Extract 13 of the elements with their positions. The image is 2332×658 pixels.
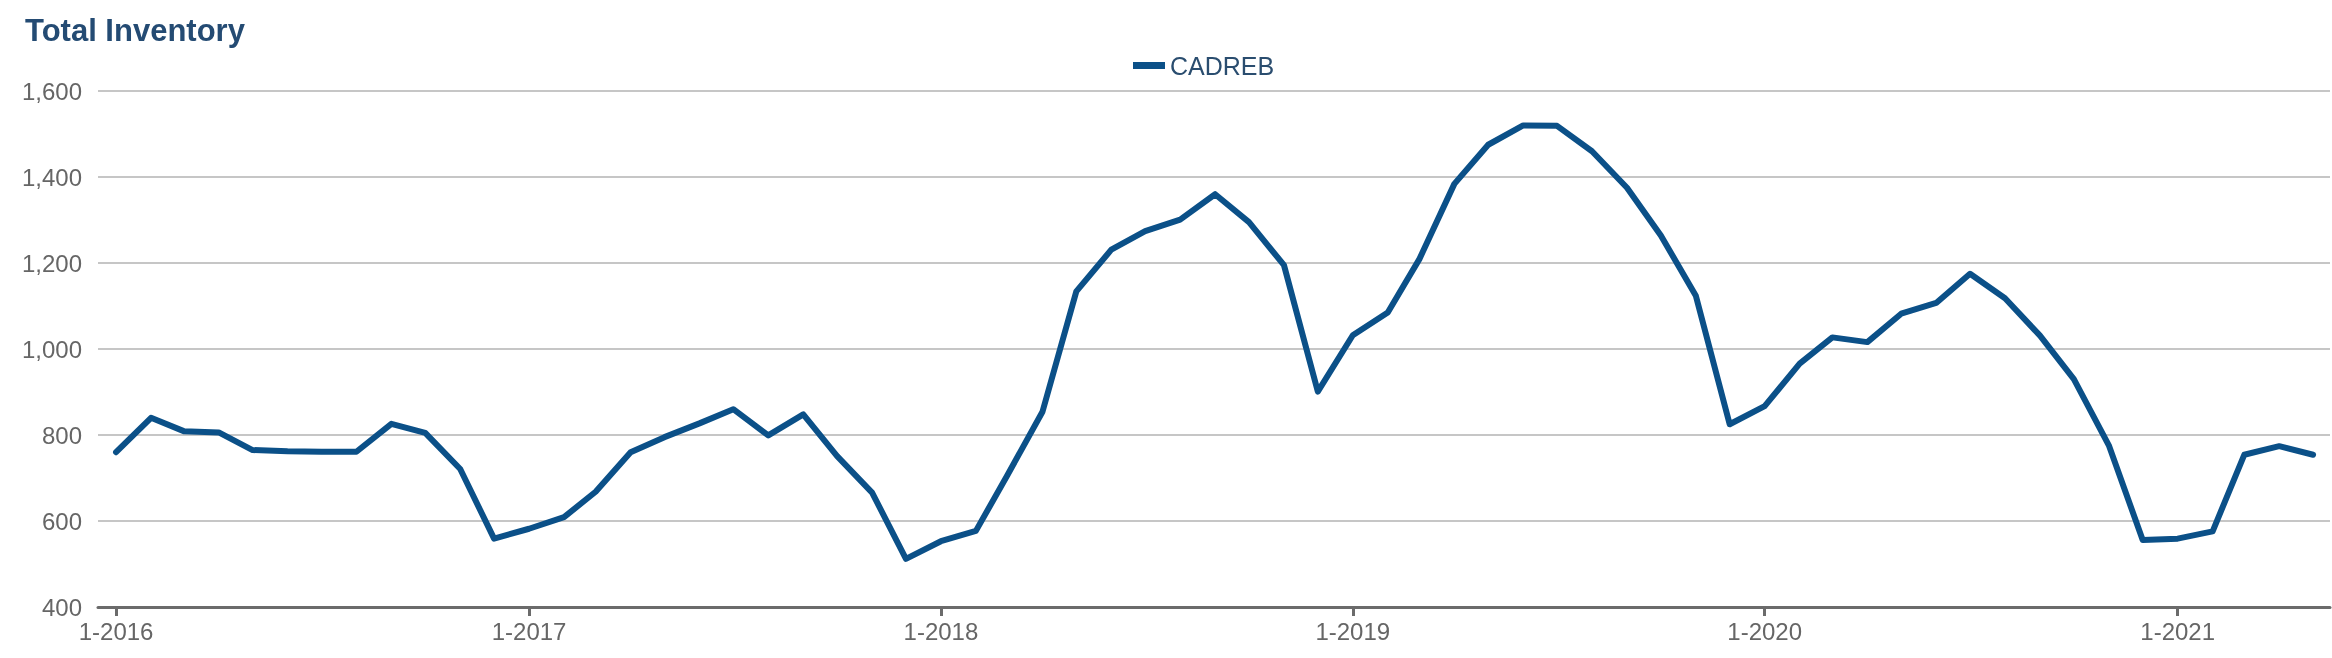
x-tick-label: 1-2021 bbox=[2140, 617, 2216, 645]
y-tick-label: 600 bbox=[41, 507, 82, 535]
x-tick-label: 1-2017 bbox=[491, 617, 567, 645]
legend-label: CADREB bbox=[1170, 51, 1275, 80]
y-tick-label: 1,200 bbox=[21, 249, 82, 277]
y-tick-label: 1,400 bbox=[21, 163, 82, 191]
x-tick-label: 1-2018 bbox=[903, 617, 979, 645]
y-tick-label: 800 bbox=[41, 421, 82, 449]
y-tick-label: 1,600 bbox=[21, 77, 82, 105]
x-tick-label: 1-2019 bbox=[1315, 617, 1391, 645]
y-tick-label: 1,000 bbox=[21, 335, 82, 363]
x-tick-label: 1-2020 bbox=[1727, 617, 1803, 645]
chart-title: Total Inventory bbox=[25, 13, 246, 48]
